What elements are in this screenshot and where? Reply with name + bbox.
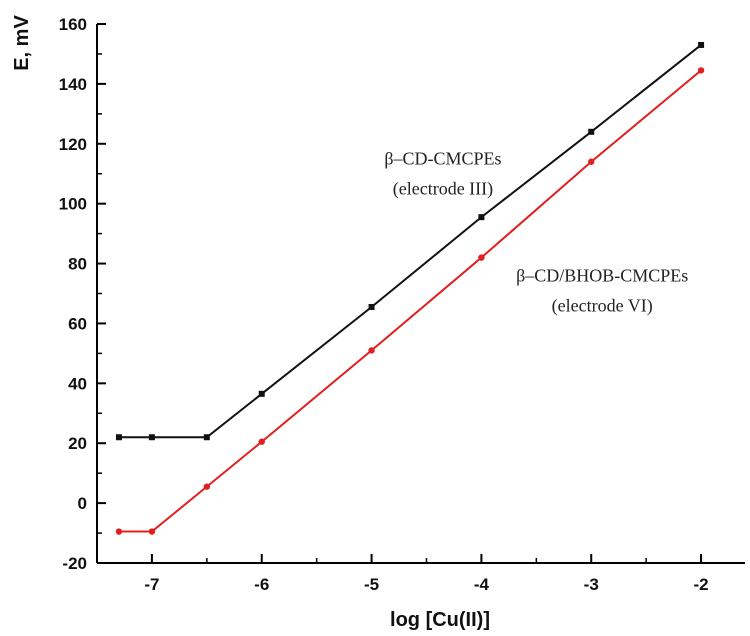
x-tick-label: -4 bbox=[474, 575, 490, 594]
annotation-1-subtitle: (electrode III) bbox=[393, 179, 493, 200]
y-tick-label: 100 bbox=[59, 195, 87, 214]
series-2-point bbox=[148, 528, 156, 535]
series-1-line bbox=[118, 44, 702, 439]
annotation-2-subtitle: (electrode VI) bbox=[552, 296, 653, 317]
axes bbox=[96, 24, 745, 564]
series-1-point bbox=[148, 434, 155, 441]
series-2-point bbox=[697, 67, 705, 74]
x-axis-title: log [Cu(II)] bbox=[390, 609, 490, 631]
y-tick-label: 40 bbox=[68, 374, 87, 393]
y-tick-label: 80 bbox=[68, 255, 87, 274]
y-tick-label: -20 bbox=[62, 554, 87, 573]
series-2-point bbox=[588, 158, 595, 165]
y-axis-title: E, mV bbox=[11, 15, 33, 71]
series-1-point bbox=[258, 390, 265, 397]
series-2-point bbox=[368, 347, 375, 354]
x-tick-label: -7 bbox=[144, 575, 159, 594]
series-2-point bbox=[478, 254, 485, 261]
series-1-point bbox=[368, 303, 375, 310]
series-1-point bbox=[115, 434, 122, 441]
annotation-2-title: β–CD/BHOB-CMCPEs bbox=[516, 266, 688, 286]
y-tick-label: 60 bbox=[68, 314, 87, 333]
series-1-point bbox=[588, 128, 595, 135]
ticks: -20 0 20 40 60 80 100 120 140 160 -7 -6 -5 -4 -3 -2 bbox=[59, 15, 709, 594]
series-1-point bbox=[203, 434, 210, 441]
x-tick-label: -6 bbox=[254, 575, 269, 594]
annotations: β–CD-CMCPEs (electrode III) β–CD/BHOB-CMCP… bbox=[384, 149, 688, 317]
series-2-point bbox=[203, 483, 211, 490]
series-1-point bbox=[478, 214, 485, 221]
series-2-line bbox=[118, 69, 702, 533]
series-1-point bbox=[698, 41, 705, 48]
x-tick-label: -5 bbox=[364, 575, 379, 594]
y-tick-label: 160 bbox=[59, 15, 87, 34]
annotation-1-title: β–CD-CMCPEs bbox=[384, 149, 501, 169]
y-tick-label: 20 bbox=[68, 434, 87, 453]
x-tick-label: -2 bbox=[694, 575, 709, 594]
y-tick-label: 0 bbox=[78, 494, 87, 513]
y-tick-label: 140 bbox=[59, 75, 87, 94]
x-tick-label: -3 bbox=[584, 575, 599, 594]
series-2-point bbox=[115, 528, 123, 535]
series-2-point bbox=[258, 438, 265, 445]
series-group bbox=[115, 41, 705, 535]
y-tick-label: 120 bbox=[59, 135, 87, 154]
